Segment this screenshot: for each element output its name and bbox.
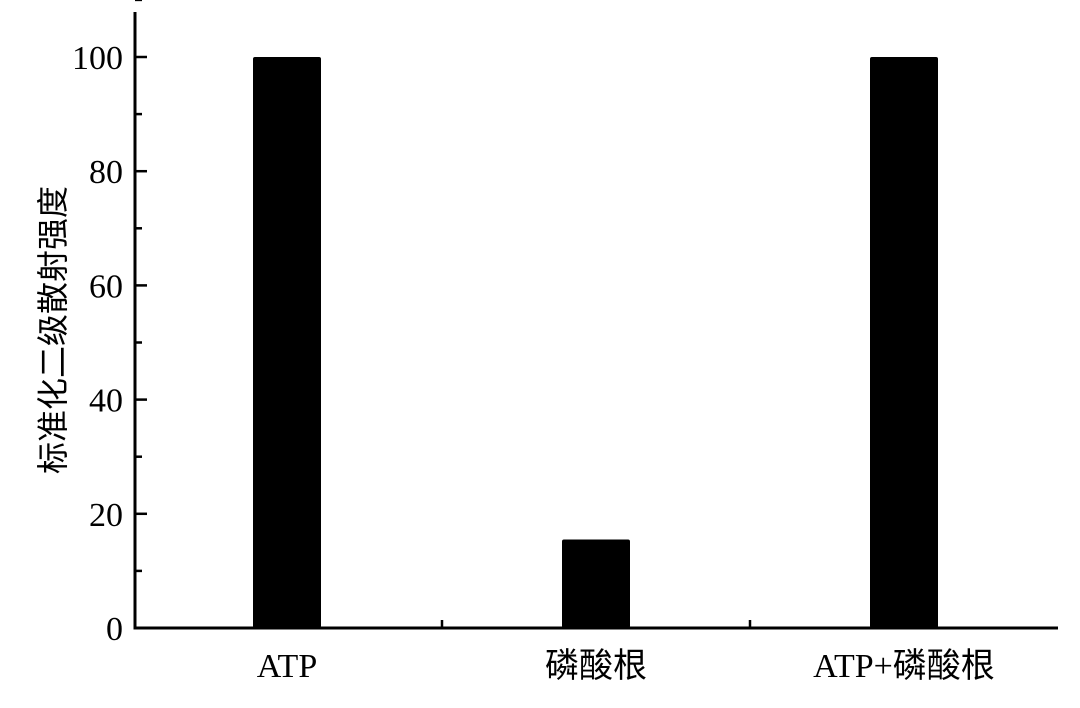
category-labels: ATP 磷酸根 ATP+磷酸根 (257, 647, 995, 685)
y-tick-label: 80 (89, 154, 123, 191)
x-category-label: 磷酸根 (545, 647, 647, 685)
y-tick-label: 40 (89, 383, 123, 420)
x-category-label: ATP (257, 648, 317, 685)
bar (562, 539, 630, 628)
bars (253, 57, 938, 628)
y-tick-label: 100 (72, 40, 123, 77)
y-axis-title: 标准化二级散射强度 (34, 186, 72, 474)
bar (253, 57, 321, 628)
x-category-label: ATP+磷酸根 (813, 647, 995, 685)
y-tick-label: 0 (106, 611, 123, 648)
y-tick-label: 60 (89, 268, 123, 305)
x-axis-ticks (440, 620, 752, 628)
bar (870, 57, 938, 628)
y-tick-label: 20 (89, 497, 123, 534)
y-axis-ticks: 0 20 40 60 80 100 (72, 0, 147, 648)
